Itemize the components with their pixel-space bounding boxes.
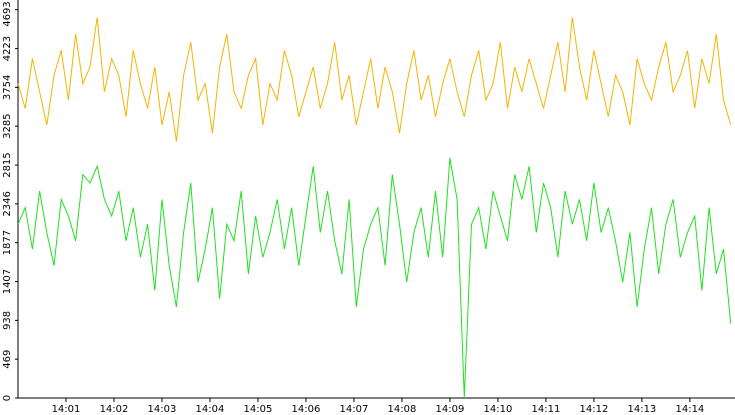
y-tick-label: 0: [2, 395, 13, 401]
x-tick-label: 14:08: [388, 404, 417, 415]
y-tick-label: 3285: [2, 113, 13, 138]
y-tick-label: 4693: [2, 1, 13, 26]
y-tick-label: 938: [2, 311, 13, 330]
x-tick-label: 14:06: [292, 404, 321, 415]
x-tick-label: 14:02: [100, 404, 129, 415]
y-tick-label: 1407: [2, 269, 13, 294]
y-tick-label: 2815: [2, 152, 13, 177]
x-tick-label: 14:12: [579, 404, 608, 415]
series-line: [17, 157, 732, 399]
x-tick-label: 14:04: [196, 404, 225, 415]
x-tick-label: 14:05: [244, 404, 273, 415]
y-tick-label: 469: [2, 350, 13, 369]
x-tick-label: 14:14: [675, 404, 704, 415]
series-line: [17, 17, 732, 142]
y-tick-label: 1877: [2, 230, 13, 255]
x-tick-label: 14:10: [484, 404, 513, 415]
y-tick-label: 4223: [2, 36, 13, 61]
x-tick-label: 14:13: [627, 404, 656, 415]
y-tick-label: 2346: [2, 191, 13, 216]
x-tick-label: 14:11: [531, 404, 560, 415]
x-tick-label: 14:01: [52, 404, 81, 415]
x-tick-label: 14:03: [148, 404, 177, 415]
x-tick-label: 14:09: [436, 404, 465, 415]
x-tick-label: 14:07: [340, 404, 369, 415]
y-tick-label: 3754: [2, 75, 13, 100]
